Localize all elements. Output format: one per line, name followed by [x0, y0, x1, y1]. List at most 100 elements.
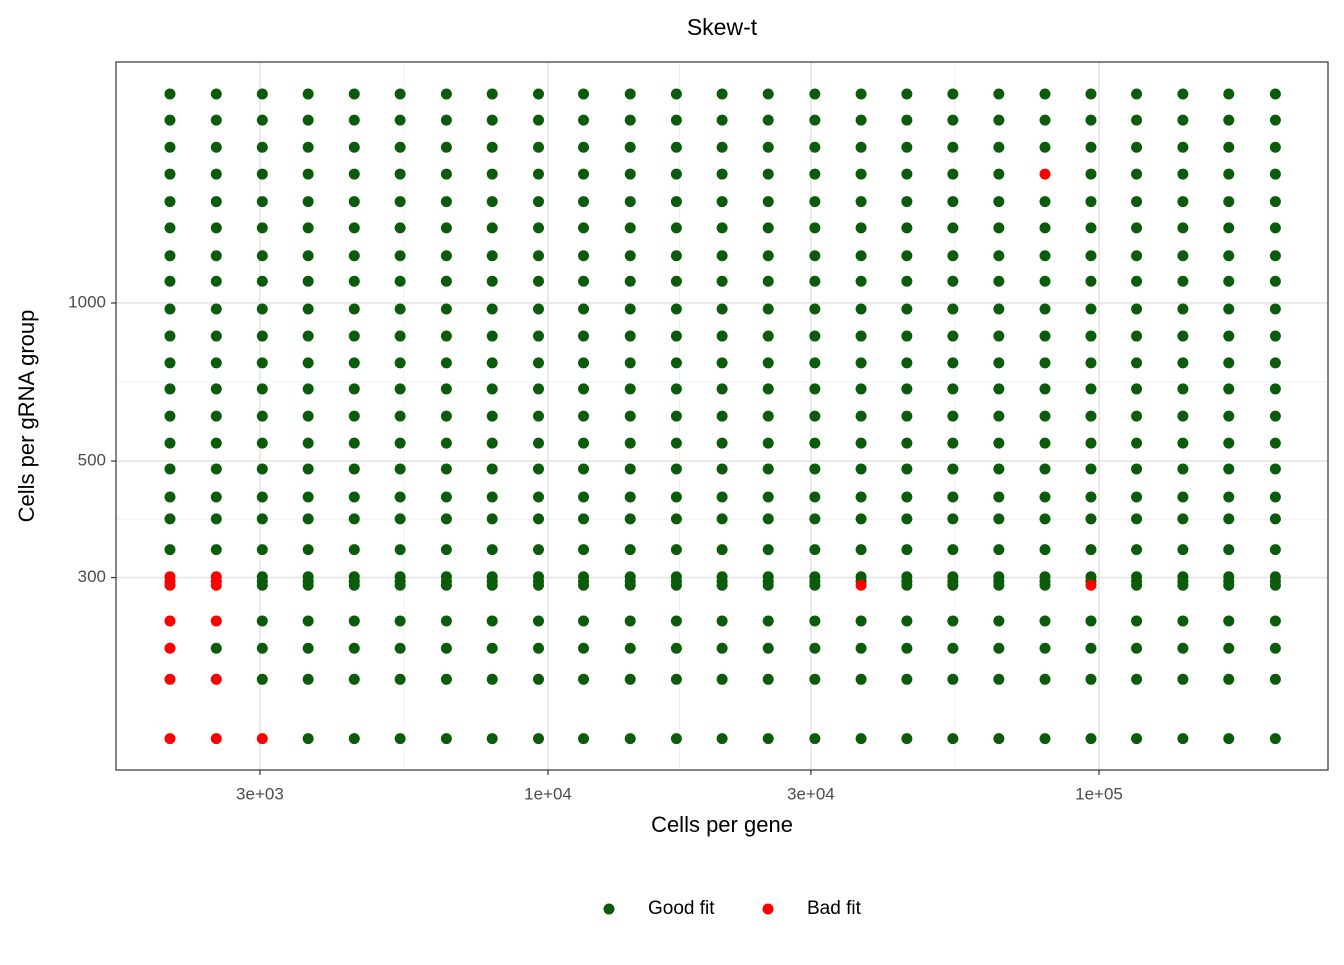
- point: [762, 437, 774, 449]
- point: [1223, 544, 1235, 556]
- point: [901, 330, 913, 342]
- point: [1085, 330, 1097, 342]
- point: [809, 114, 821, 126]
- point: [901, 410, 913, 422]
- point: [762, 250, 774, 262]
- point: [1223, 114, 1235, 126]
- point: [716, 357, 728, 369]
- point: [624, 463, 636, 475]
- legend-marker: [603, 903, 615, 915]
- point: [440, 275, 452, 287]
- point: [1131, 733, 1143, 745]
- point: [578, 437, 590, 449]
- point: [670, 513, 682, 525]
- point: [302, 250, 314, 262]
- point: [993, 544, 1005, 556]
- point: [440, 544, 452, 556]
- point: [394, 383, 406, 395]
- point: [1223, 642, 1235, 654]
- point: [1039, 222, 1051, 234]
- point: [624, 579, 636, 591]
- point: [1177, 168, 1189, 180]
- point: [578, 141, 590, 153]
- point: [901, 357, 913, 369]
- point: [624, 383, 636, 395]
- point: [809, 673, 821, 685]
- point: [164, 114, 176, 126]
- point: [1131, 88, 1143, 100]
- point: [993, 673, 1005, 685]
- point: [1131, 222, 1143, 234]
- point: [394, 437, 406, 449]
- point: [809, 513, 821, 525]
- point: [1223, 579, 1235, 591]
- point: [1269, 437, 1281, 449]
- point: [809, 544, 821, 556]
- point: [578, 579, 590, 591]
- point: [624, 491, 636, 503]
- points: [164, 88, 1281, 745]
- point: [1177, 491, 1189, 503]
- point: [394, 222, 406, 234]
- point: [1177, 330, 1189, 342]
- point: [256, 141, 268, 153]
- point: [578, 114, 590, 126]
- point: [486, 544, 498, 556]
- point: [210, 615, 222, 627]
- point: [624, 141, 636, 153]
- point: [1269, 250, 1281, 262]
- point: [394, 275, 406, 287]
- point: [532, 513, 544, 525]
- point: [210, 141, 222, 153]
- point: [348, 437, 360, 449]
- point: [348, 544, 360, 556]
- point: [993, 579, 1005, 591]
- point: [440, 222, 452, 234]
- point: [1131, 463, 1143, 475]
- point: [855, 114, 867, 126]
- point: [716, 463, 728, 475]
- point: [1223, 463, 1235, 475]
- point: [670, 275, 682, 287]
- point: [1269, 303, 1281, 315]
- point: [486, 673, 498, 685]
- point: [1177, 513, 1189, 525]
- point: [394, 463, 406, 475]
- point: [348, 615, 360, 627]
- point: [762, 222, 774, 234]
- point: [947, 141, 959, 153]
- point: [486, 437, 498, 449]
- point: [302, 357, 314, 369]
- point: [1039, 437, 1051, 449]
- point: [578, 88, 590, 100]
- point: [1269, 275, 1281, 287]
- point: [164, 544, 176, 556]
- point: [348, 579, 360, 591]
- point: [809, 275, 821, 287]
- point: [578, 642, 590, 654]
- point: [1269, 141, 1281, 153]
- point: [716, 250, 728, 262]
- point: [1177, 437, 1189, 449]
- point: [762, 330, 774, 342]
- point: [532, 196, 544, 208]
- point: [855, 513, 867, 525]
- point: [394, 673, 406, 685]
- point: [210, 88, 222, 100]
- point: [486, 88, 498, 100]
- point: [302, 383, 314, 395]
- point: [578, 303, 590, 315]
- point: [1085, 733, 1097, 745]
- point: [302, 330, 314, 342]
- point: [164, 250, 176, 262]
- point: [947, 303, 959, 315]
- point: [1269, 196, 1281, 208]
- point: [256, 642, 268, 654]
- point: [348, 275, 360, 287]
- legend: Good fit Bad fit: [603, 898, 862, 919]
- point: [947, 673, 959, 685]
- point: [993, 642, 1005, 654]
- point: [1039, 114, 1051, 126]
- point: [210, 513, 222, 525]
- point: [670, 642, 682, 654]
